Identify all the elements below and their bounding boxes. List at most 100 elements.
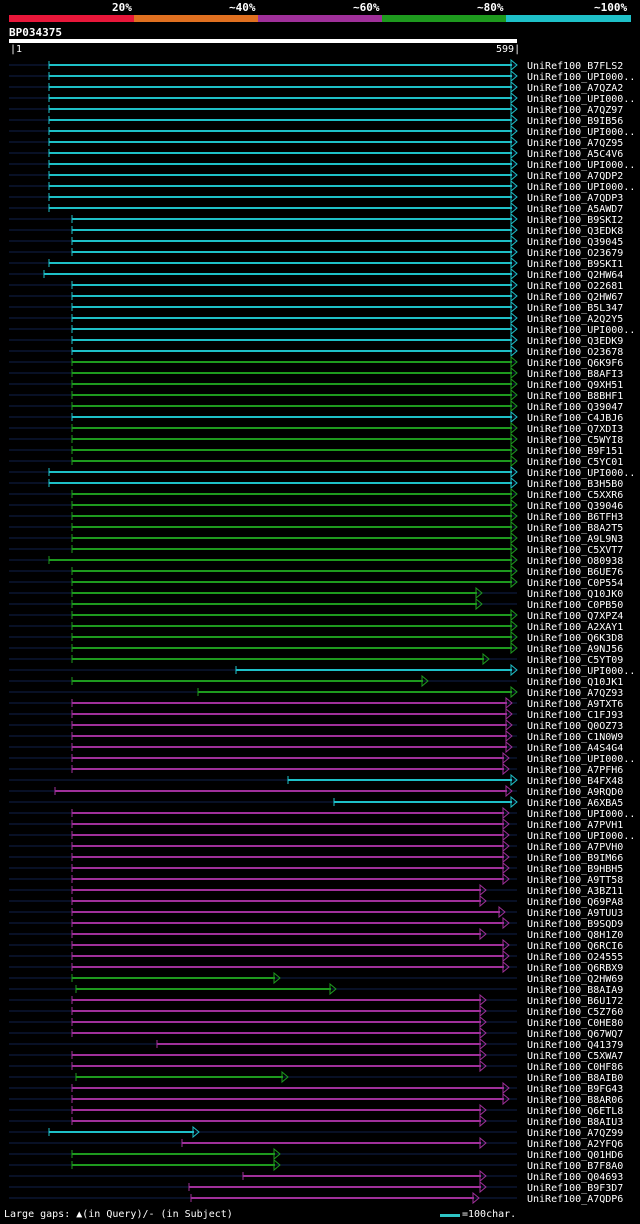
hit-row[interactable]: UniRef100_B4FX48 <box>9 773 623 787</box>
hit-label[interactable]: UniRef100_C4JBJ6 <box>527 413 623 424</box>
hit-row[interactable]: UniRef100_A9L9N3 <box>9 531 623 545</box>
hit-row[interactable]: UniRef100_C5Z760 <box>9 1004 623 1018</box>
hit-row[interactable]: UniRef100_A4S4G4 <box>9 740 623 754</box>
hit-label[interactable]: UniRef100_B8BHF1 <box>527 391 623 402</box>
hit-label[interactable]: UniRef100_B8AIA9 <box>527 985 623 996</box>
hit-row[interactable]: UniRef100_B8AIA9 <box>9 982 623 996</box>
hit-row[interactable]: UniRef100_C0HE80 <box>9 1015 623 1029</box>
hit-row[interactable]: UniRef100_Q2HW67 <box>9 289 623 303</box>
hit-label[interactable]: UniRef100_UPI000.. <box>527 325 635 336</box>
hit-row[interactable]: UniRef100_A7QZA2 <box>9 80 623 94</box>
hit-row[interactable]: UniRef100_A9NJ56 <box>9 641 623 655</box>
hit-row[interactable]: UniRef100_A7QZ93 <box>9 685 623 699</box>
hit-row[interactable]: UniRef100_B3H5B0 <box>9 476 623 490</box>
hit-label[interactable]: UniRef100_A9TXT6 <box>527 699 623 710</box>
hit-row[interactable]: UniRef100_B6TFH3 <box>9 509 623 523</box>
hit-label[interactable]: UniRef100_Q2HW64 <box>527 270 623 281</box>
hit-label[interactable]: UniRef100_A9RQD0 <box>527 787 623 798</box>
hit-row[interactable]: UniRef100_A9TT58 <box>9 872 623 886</box>
hit-row[interactable]: UniRef100_A7QDP3 <box>9 190 623 204</box>
hit-label[interactable]: UniRef100_A9TT58 <box>527 875 623 886</box>
hit-label[interactable]: UniRef100_Q10JK1 <box>527 677 623 688</box>
hit-row[interactable]: UniRef100_Q3EDK8 <box>9 223 623 237</box>
hit-label[interactable]: UniRef100_Q2HW67 <box>527 292 623 303</box>
hit-label[interactable]: UniRef100_Q41379 <box>527 1040 623 1051</box>
hit-row[interactable]: UniRef100_B7F8A0 <box>9 1158 623 1172</box>
hit-row[interactable]: UniRef100_UPI000.. <box>9 179 635 193</box>
hit-label[interactable]: UniRef100_B9IM66 <box>527 853 623 864</box>
hit-label[interactable]: UniRef100_A4S4G4 <box>527 743 623 754</box>
hit-row[interactable]: UniRef100_B9F151 <box>9 443 623 457</box>
hit-row[interactable]: UniRef100_C5YT09 <box>9 652 623 666</box>
hit-row[interactable]: UniRef100_B9IB56 <box>9 113 623 127</box>
hit-row[interactable]: UniRef100_B9FG43 <box>9 1081 623 1095</box>
hit-label[interactable]: UniRef100_Q39047 <box>527 402 623 413</box>
hit-row[interactable]: UniRef100_A7QDP6 <box>9 1191 623 1205</box>
hit-row[interactable]: UniRef100_C0HF86 <box>9 1059 623 1073</box>
hit-label[interactable]: UniRef100_B7F8A0 <box>527 1161 623 1172</box>
hit-row[interactable]: UniRef100_Q8H1Z0 <box>9 927 623 941</box>
hit-row[interactable]: UniRef100_Q39047 <box>9 399 623 413</box>
hit-label[interactable]: UniRef100_A2YFQ6 <box>527 1139 623 1150</box>
hit-row[interactable]: UniRef100_UPI000.. <box>9 828 635 842</box>
hit-row[interactable]: UniRef100_Q10JK1 <box>9 674 623 688</box>
hit-label[interactable]: UniRef100_UPI000.. <box>527 666 635 677</box>
hit-row[interactable]: UniRef100_C5WYI8 <box>9 432 623 446</box>
hit-row[interactable]: UniRef100_O23679 <box>9 245 623 259</box>
hit-label[interactable]: UniRef100_A9NJ56 <box>527 644 623 655</box>
hit-row[interactable]: UniRef100_UPI000.. <box>9 751 635 765</box>
hit-label[interactable]: UniRef100_A5C4V6 <box>527 149 623 160</box>
hit-label[interactable]: UniRef100_UPI000.. <box>527 160 635 171</box>
hit-label[interactable]: UniRef100_C0HF86 <box>527 1062 623 1073</box>
hit-label[interactable]: UniRef100_Q39045 <box>527 237 623 248</box>
hit-row[interactable]: UniRef100_Q67WQ7 <box>9 1026 623 1040</box>
hit-row[interactable]: UniRef100_Q2HW64 <box>9 267 623 281</box>
hit-label[interactable]: UniRef100_Q0OZ73 <box>527 721 623 732</box>
hit-row[interactable]: UniRef100_A3BZ11 <box>9 883 623 897</box>
hit-label[interactable]: UniRef100_C5YT09 <box>527 655 623 666</box>
hit-row[interactable]: UniRef100_Q6K9F6 <box>9 355 623 369</box>
hit-label[interactable]: UniRef100_A3BZ11 <box>527 886 623 897</box>
hit-row[interactable]: UniRef100_B6U172 <box>9 993 623 1007</box>
hit-label[interactable]: UniRef100_O23679 <box>527 248 623 259</box>
hit-label[interactable]: UniRef100_A9TUU3 <box>527 908 623 919</box>
hit-label[interactable]: UniRef100_C5XVT7 <box>527 545 623 556</box>
hit-label[interactable]: UniRef100_C5XXR6 <box>527 490 623 501</box>
hit-label[interactable]: UniRef100_B6TFH3 <box>527 512 623 523</box>
hit-label[interactable]: UniRef100_Q6ETL8 <box>527 1106 623 1117</box>
hit-row[interactable]: UniRef100_Q6RBX9 <box>9 960 623 974</box>
hit-row[interactable]: UniRef100_Q6K3D8 <box>9 630 623 644</box>
hit-label[interactable]: UniRef100_C1N0W9 <box>527 732 623 743</box>
hit-row[interactable]: UniRef100_Q7XPZ4 <box>9 608 623 622</box>
hit-label[interactable]: UniRef100_C0HE80 <box>527 1018 623 1029</box>
hit-row[interactable]: UniRef100_C1FJ93 <box>9 707 623 721</box>
hit-label[interactable]: UniRef100_UPI000.. <box>527 831 635 842</box>
hit-row[interactable]: UniRef100_A7QDP2 <box>9 168 623 182</box>
hit-row[interactable]: UniRef100_B7FLS2 <box>9 58 623 72</box>
hit-row[interactable]: UniRef100_Q69PA8 <box>9 894 623 908</box>
hit-label[interactable]: UniRef100_Q6RBX9 <box>527 963 623 974</box>
hit-label[interactable]: UniRef100_B8AFI3 <box>527 369 623 380</box>
hit-row[interactable]: UniRef100_C5XVT7 <box>9 542 623 556</box>
hit-row[interactable]: UniRef100_C5YC01 <box>9 454 623 468</box>
hit-row[interactable]: UniRef100_UPI000.. <box>9 69 635 83</box>
hit-row[interactable]: UniRef100_B8AFI3 <box>9 366 623 380</box>
hit-row[interactable]: UniRef100_A9TUU3 <box>9 905 623 919</box>
hit-row[interactable]: UniRef100_O22681 <box>9 278 623 292</box>
hit-label[interactable]: UniRef100_B6U172 <box>527 996 623 1007</box>
hit-label[interactable]: UniRef100_B8AIB0 <box>527 1073 623 1084</box>
hit-label[interactable]: UniRef100_Q3EDK8 <box>527 226 623 237</box>
hit-row[interactable]: UniRef100_UPI000.. <box>9 322 635 336</box>
hit-row[interactable]: UniRef100_B6UE76 <box>9 564 623 578</box>
hit-label[interactable]: UniRef100_Q69PA8 <box>527 897 623 908</box>
hit-row[interactable]: UniRef100_A9TXT6 <box>9 696 623 710</box>
hit-row[interactable]: UniRef100_A2YFQ6 <box>9 1136 623 1150</box>
hit-label[interactable]: UniRef100_A7QZA2 <box>527 83 623 94</box>
hit-label[interactable]: UniRef100_C5YC01 <box>527 457 623 468</box>
hit-label[interactable]: UniRef100_A7QZ93 <box>527 688 623 699</box>
hit-row[interactable]: UniRef100_B9IM66 <box>9 850 623 864</box>
hit-label[interactable]: UniRef100_A7QDP3 <box>527 193 623 204</box>
hit-row[interactable]: UniRef100_Q39046 <box>9 498 623 512</box>
hit-label[interactable]: UniRef100_C5XWA7 <box>527 1051 623 1062</box>
hit-row[interactable]: UniRef100_C0P554 <box>9 575 623 589</box>
